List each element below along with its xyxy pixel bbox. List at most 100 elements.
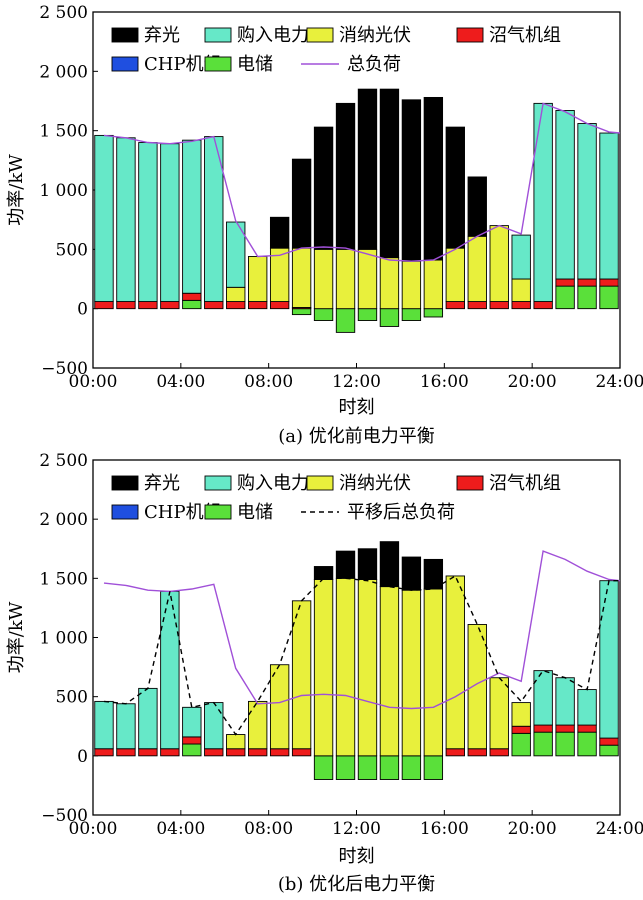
bar-segment	[599, 285, 619, 310]
bar-segment	[379, 586, 400, 757]
bar-segment	[160, 590, 180, 750]
x-axis-label: 时刻	[339, 397, 375, 418]
bar-segment	[313, 755, 334, 780]
legend-label: 消纳光伏	[339, 473, 411, 494]
legend-label: 弃光	[144, 25, 180, 46]
chart-caption: (a) 优化前电力平衡	[278, 426, 435, 447]
total-load-line	[103, 550, 621, 710]
bar-segment	[423, 308, 444, 318]
y-tick-label: 0	[77, 300, 88, 320]
legend-label: 沼气机组	[489, 25, 561, 46]
bar-segment	[379, 257, 400, 310]
y-tick-label: 2 000	[39, 510, 88, 530]
bar-segment	[160, 143, 180, 302]
bar-segment	[599, 744, 619, 757]
bar-segment	[313, 126, 334, 250]
bar-segment	[248, 700, 268, 750]
y-tick-label: 1 500	[39, 569, 88, 589]
bar-segment	[160, 748, 180, 757]
legend-label: CHP机组	[144, 502, 222, 523]
bar-segment	[291, 247, 312, 308]
bar-segment	[577, 724, 597, 733]
bar-segment	[445, 575, 465, 750]
bar-segment	[467, 176, 487, 237]
bar-segment	[291, 600, 312, 750]
shifted-load-line	[103, 574, 620, 736]
bar-segment	[401, 308, 422, 321]
bar-segment	[599, 737, 619, 746]
y-tick-label: 2 000	[39, 62, 88, 82]
bar-segment	[269, 216, 290, 249]
y-axis-label: 功率/kW	[6, 601, 27, 673]
x-tick-label: 24:00	[596, 819, 643, 839]
legend-label: 电储	[237, 54, 273, 75]
bar-segment	[291, 158, 312, 249]
bar-segment	[401, 589, 422, 757]
bar-segment	[248, 256, 268, 302]
bar-segment	[401, 556, 422, 591]
x-tick-label: 00:00	[69, 819, 118, 839]
bar-segment	[555, 285, 575, 310]
y-tick-label: 2 500	[39, 3, 88, 23]
bar-segment	[511, 234, 531, 280]
bar-segment	[160, 301, 180, 310]
x-tick-label: 00:00	[69, 372, 118, 392]
bar-segment	[357, 248, 378, 310]
bar-segment	[335, 248, 356, 310]
bar-segment	[182, 736, 202, 745]
bar-segment	[401, 260, 422, 310]
legend-swatch	[111, 27, 139, 43]
bar-segment	[248, 301, 268, 310]
bar-segment	[94, 134, 114, 302]
bar-segment	[489, 301, 509, 310]
bar-segment	[599, 580, 619, 739]
legend-label: 购入电力	[237, 473, 309, 494]
legend-swatch	[456, 27, 484, 43]
bar-segment	[533, 731, 553, 757]
y-tick-label: 2 500	[39, 451, 88, 471]
bar-segment	[116, 301, 136, 310]
chart-caption: (b) 优化后电力平衡	[278, 874, 435, 895]
x-tick-label: 24:00	[596, 372, 643, 392]
bar-segment	[577, 278, 597, 287]
bar-segment	[313, 248, 334, 310]
y-tick-label: −500	[41, 806, 88, 826]
bar-segment	[269, 664, 290, 750]
y-tick-label: 1 500	[39, 122, 88, 142]
bar-segment	[489, 677, 509, 750]
bar-segment	[226, 301, 246, 310]
bar-segment	[269, 748, 290, 757]
bar-segment	[357, 579, 378, 757]
x-tick-label: 16:00	[420, 372, 469, 392]
total-load-line	[103, 102, 621, 262]
bar-segment	[423, 259, 444, 310]
bar-segment	[335, 550, 356, 579]
bar-segment	[467, 235, 487, 302]
legend-label: 平移后总负荷	[347, 502, 455, 523]
bar-segment	[269, 301, 290, 310]
legend-label: 弃光	[144, 473, 180, 494]
bar-segment	[445, 126, 465, 249]
bar-segment	[511, 702, 531, 727]
x-tick-label: 08:00	[244, 372, 293, 392]
bar-segment	[511, 732, 531, 757]
bar-segment	[423, 558, 444, 590]
bar-segment	[291, 308, 312, 316]
bar-segment	[423, 755, 444, 780]
bar-segment	[226, 286, 246, 302]
bar-segment	[204, 748, 224, 757]
bar-segment	[116, 137, 136, 302]
bar-segment	[511, 725, 531, 734]
legend-label: 沼气机组	[489, 473, 561, 494]
bar-segment	[116, 748, 136, 757]
bar-segment	[511, 301, 531, 310]
bar-segment	[599, 278, 619, 287]
legend-label: 总负荷	[347, 54, 401, 75]
bar-segment	[401, 99, 422, 262]
bar-segment	[335, 308, 356, 333]
bar-segment	[94, 748, 114, 757]
legend-swatch	[204, 475, 232, 491]
bar-segment	[335, 755, 356, 780]
chart-panel-a: −500 0 500 1 000 1 500 2 000 2 500 00:00 04:00 08…	[6, 3, 643, 447]
bar-segment	[335, 102, 356, 250]
